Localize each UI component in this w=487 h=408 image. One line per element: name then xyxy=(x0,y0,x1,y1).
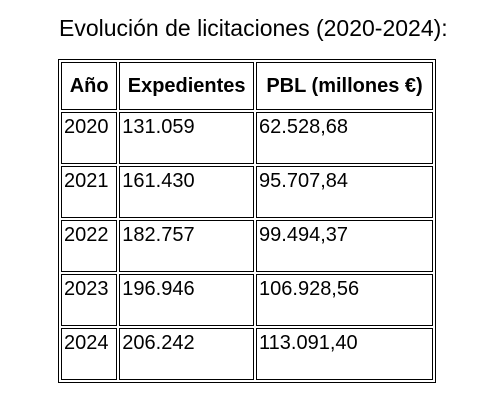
table-row: 2024 206.242 113.091,40 xyxy=(61,328,433,380)
table-row: 2020 131.059 62.528,68 xyxy=(61,112,433,164)
cell-pbl: 99.494,37 xyxy=(256,220,433,272)
page-title: Evolución de licitaciones (2020-2024): xyxy=(59,15,448,41)
cell-expedientes: 161.430 xyxy=(119,166,255,218)
cell-pbl: 106.928,56 xyxy=(256,274,433,326)
cell-pbl: 95.707,84 xyxy=(256,166,433,218)
cell-pbl: 62.528,68 xyxy=(256,112,433,164)
table-row: 2021 161.430 95.707,84 xyxy=(61,166,433,218)
cell-expedientes: 206.242 xyxy=(119,328,255,380)
table-row: 2022 182.757 99.494,37 xyxy=(61,220,433,272)
column-header-expedientes: Expedientes xyxy=(119,62,255,110)
cell-expedientes: 131.059 xyxy=(119,112,255,164)
table-row: 2023 196.946 106.928,56 xyxy=(61,274,433,326)
cell-expedientes: 182.757 xyxy=(119,220,255,272)
cell-expedientes: 196.946 xyxy=(119,274,255,326)
column-header-year: Año xyxy=(61,62,118,110)
cell-year: 2023 xyxy=(61,274,118,326)
cell-pbl: 113.091,40 xyxy=(256,328,433,380)
column-header-pbl: PBL (millones €) xyxy=(256,62,433,110)
cell-year: 2021 xyxy=(61,166,118,218)
licitaciones-table: Año Expedientes PBL (millones €) 2020 13… xyxy=(58,59,436,383)
cell-year: 2024 xyxy=(61,328,118,380)
table-header-row: Año Expedientes PBL (millones €) xyxy=(61,62,433,110)
cell-year: 2022 xyxy=(61,220,118,272)
cell-year: 2020 xyxy=(61,112,118,164)
